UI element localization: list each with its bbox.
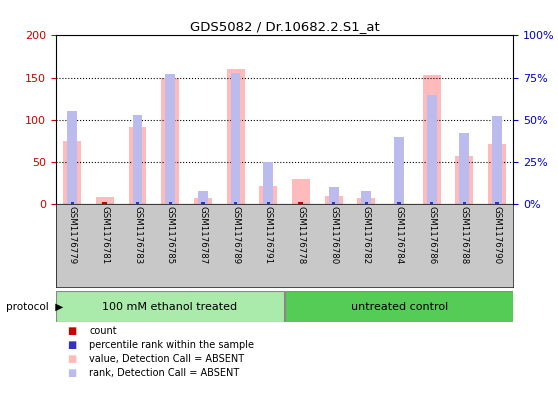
Bar: [227, 69, 244, 204]
Bar: [492, 116, 502, 204]
Text: GSM1176790: GSM1176790: [493, 206, 502, 264]
Bar: [161, 78, 179, 204]
Text: protocol  ▶: protocol ▶: [6, 301, 63, 312]
Bar: [194, 198, 212, 204]
Bar: [329, 187, 339, 204]
Bar: [394, 137, 404, 204]
Bar: [362, 191, 371, 204]
Bar: [364, 202, 369, 204]
Bar: [102, 202, 107, 204]
Bar: [230, 73, 240, 204]
Text: GSM1176789: GSM1176789: [231, 206, 240, 264]
Bar: [488, 143, 506, 204]
Text: GSM1176782: GSM1176782: [362, 206, 371, 264]
Bar: [259, 186, 277, 204]
Bar: [168, 202, 172, 204]
Bar: [56, 291, 284, 322]
Text: rank, Detection Call = ABSENT: rank, Detection Call = ABSENT: [89, 368, 239, 378]
Bar: [267, 202, 270, 204]
Bar: [332, 202, 335, 204]
Bar: [427, 94, 436, 204]
Bar: [70, 202, 75, 204]
Bar: [201, 202, 204, 204]
Bar: [165, 74, 175, 204]
Bar: [463, 202, 466, 204]
Bar: [96, 197, 114, 204]
Bar: [459, 133, 469, 204]
Bar: [63, 141, 81, 204]
Text: GSM1176781: GSM1176781: [100, 206, 109, 264]
Text: count: count: [89, 326, 117, 336]
Bar: [364, 202, 368, 204]
Bar: [397, 202, 401, 204]
Bar: [462, 202, 467, 204]
Bar: [331, 202, 336, 204]
Text: value, Detection Call = ABSENT: value, Detection Call = ABSENT: [89, 354, 244, 364]
Bar: [200, 202, 205, 204]
Text: 100 mM ethanol treated: 100 mM ethanol treated: [102, 301, 237, 312]
Text: ■: ■: [67, 354, 76, 364]
Text: ■: ■: [67, 326, 76, 336]
Bar: [397, 202, 401, 204]
Text: GSM1176784: GSM1176784: [395, 206, 403, 264]
Bar: [496, 202, 499, 204]
Bar: [325, 196, 343, 204]
Text: GSM1176780: GSM1176780: [329, 206, 338, 264]
Bar: [430, 202, 433, 204]
Text: percentile rank within the sample: percentile rank within the sample: [89, 340, 254, 350]
Bar: [198, 191, 208, 204]
Bar: [133, 115, 142, 204]
Bar: [422, 75, 441, 204]
Text: GSM1176778: GSM1176778: [296, 206, 305, 264]
Bar: [68, 112, 77, 204]
Bar: [494, 202, 499, 204]
Bar: [429, 202, 434, 204]
Text: ■: ■: [67, 340, 76, 350]
Text: GSM1176787: GSM1176787: [199, 206, 208, 264]
Bar: [292, 179, 310, 204]
Bar: [136, 202, 139, 204]
Bar: [357, 198, 376, 204]
Bar: [455, 156, 473, 204]
Bar: [299, 202, 304, 204]
Text: GSM1176791: GSM1176791: [264, 206, 273, 264]
Bar: [128, 127, 147, 204]
Text: GSM1176783: GSM1176783: [133, 206, 142, 264]
Text: ■: ■: [67, 368, 76, 378]
Bar: [135, 202, 140, 204]
Text: GSM1176785: GSM1176785: [166, 206, 175, 264]
Bar: [285, 291, 513, 322]
Text: untreated control: untreated control: [351, 301, 448, 312]
Bar: [266, 202, 271, 204]
Bar: [233, 202, 238, 204]
Bar: [234, 202, 237, 204]
Text: GSM1176779: GSM1176779: [68, 206, 76, 264]
Bar: [70, 202, 74, 204]
Text: GSM1176788: GSM1176788: [460, 206, 469, 264]
Title: GDS5082 / Dr.10682.2.S1_at: GDS5082 / Dr.10682.2.S1_at: [190, 20, 379, 33]
Bar: [263, 162, 273, 204]
Text: GSM1176786: GSM1176786: [427, 206, 436, 264]
Bar: [169, 202, 172, 204]
